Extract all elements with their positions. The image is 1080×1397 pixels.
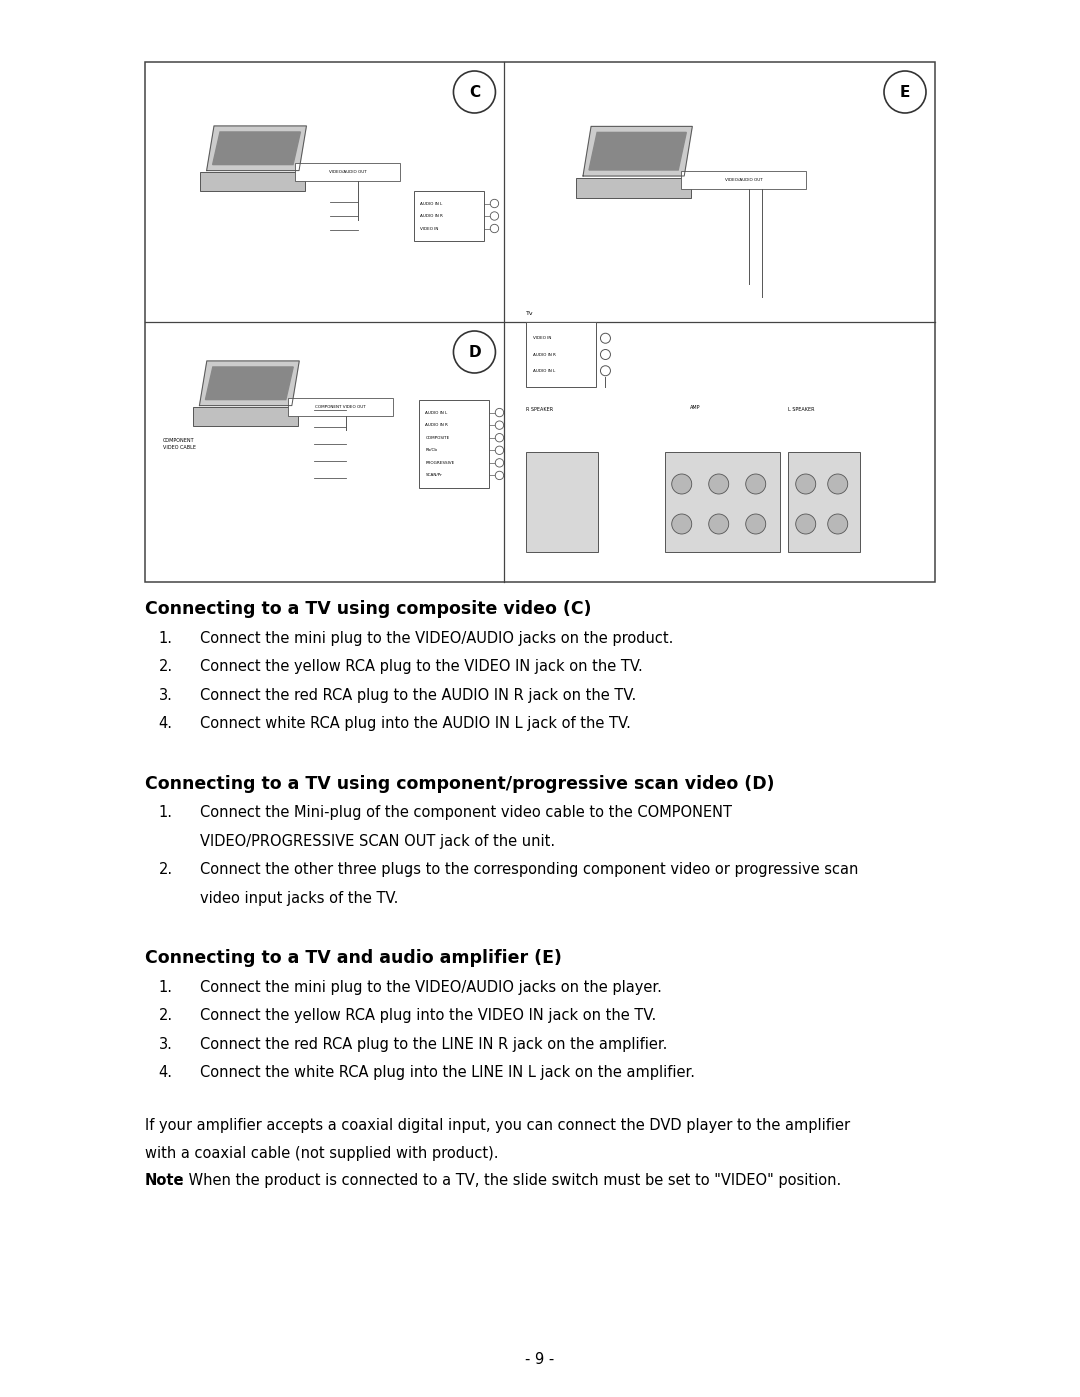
Text: E: E (900, 84, 910, 99)
Circle shape (600, 366, 610, 376)
Text: COMPOSITE: COMPOSITE (426, 436, 449, 440)
Text: VIDEO/AUDIO OUT: VIDEO/AUDIO OUT (329, 170, 367, 175)
Text: 2.: 2. (159, 1009, 173, 1023)
Polygon shape (213, 131, 300, 165)
Text: 1.: 1. (159, 630, 173, 645)
Text: Connect the other three plugs to the corresponding component video or progressiv: Connect the other three plugs to the cor… (200, 862, 859, 877)
Circle shape (672, 514, 691, 534)
Polygon shape (206, 126, 307, 170)
Bar (576, 177, 691, 198)
Bar (145, 61, 935, 583)
Bar (681, 170, 806, 189)
Text: : When the product is connected to a TV, the slide switch must be set to "VIDEO": : When the product is connected to a TV,… (179, 1173, 841, 1189)
Circle shape (454, 331, 496, 373)
Text: VIDEO IN: VIDEO IN (534, 337, 552, 341)
Bar (664, 453, 780, 552)
Circle shape (827, 514, 848, 534)
Text: AUDIO IN R: AUDIO IN R (534, 352, 556, 356)
Text: Connecting to a TV using composite video (C): Connecting to a TV using composite video… (145, 599, 592, 617)
Text: COMPONENT
VIDEO CABLE: COMPONENT VIDEO CABLE (163, 439, 195, 450)
Text: Connect white RCA plug into the AUDIO IN L jack of the TV.: Connect white RCA plug into the AUDIO IN… (200, 717, 631, 731)
Text: Connect the white RCA plug into the LINE IN L jack on the amplifier.: Connect the white RCA plug into the LINE… (200, 1065, 696, 1080)
Text: Tv: Tv (526, 312, 535, 316)
Text: L SPEAKER: L SPEAKER (787, 407, 814, 412)
Bar (288, 398, 393, 416)
Text: Connect the mini plug to the VIDEO/AUDIO jacks on the player.: Connect the mini plug to the VIDEO/AUDIO… (200, 979, 662, 995)
Text: Connect the Mini-plug of the component video cable to the COMPONENT: Connect the Mini-plug of the component v… (200, 805, 732, 820)
Text: Pb/Cb: Pb/Cb (426, 448, 437, 453)
Text: Note: Note (145, 1173, 185, 1189)
Circle shape (708, 474, 729, 495)
Text: 1.: 1. (159, 805, 173, 820)
Circle shape (745, 514, 766, 534)
Text: AUDIO IN R: AUDIO IN R (420, 214, 443, 218)
Circle shape (490, 212, 499, 221)
Text: Connect the red RCA plug to the AUDIO IN R jack on the TV.: Connect the red RCA plug to the AUDIO IN… (200, 687, 636, 703)
Text: If your amplifier accepts a coaxial digital input, you can connect the DVD playe: If your amplifier accepts a coaxial digi… (145, 1118, 850, 1133)
Text: VIDEO IN: VIDEO IN (420, 226, 438, 231)
Text: AUDIO IN R: AUDIO IN R (426, 423, 448, 427)
Text: 3.: 3. (159, 687, 173, 703)
Circle shape (885, 71, 926, 113)
Circle shape (490, 225, 499, 233)
Circle shape (490, 200, 499, 208)
Text: Connect the yellow RCA plug into the VIDEO IN jack on the TV.: Connect the yellow RCA plug into the VID… (200, 1009, 657, 1023)
Text: D: D (468, 345, 481, 359)
Text: AUDIO IN L: AUDIO IN L (420, 201, 443, 205)
Bar (193, 407, 298, 426)
Circle shape (454, 71, 496, 113)
Text: with a coaxial cable (not supplied with product).: with a coaxial cable (not supplied with … (145, 1146, 499, 1161)
Polygon shape (205, 367, 294, 400)
Text: Connecting to a TV using component/progressive scan video (D): Connecting to a TV using component/progr… (145, 774, 774, 792)
Circle shape (708, 514, 729, 534)
Polygon shape (583, 126, 692, 176)
Circle shape (496, 446, 503, 454)
Bar (295, 163, 401, 182)
Text: video input jacks of the TV.: video input jacks of the TV. (200, 891, 399, 905)
Text: Connect the yellow RCA plug to the VIDEO IN jack on the TV.: Connect the yellow RCA plug to the VIDEO… (200, 659, 643, 673)
Text: Connect the mini plug to the VIDEO/AUDIO jacks on the product.: Connect the mini plug to the VIDEO/AUDIO… (200, 630, 673, 645)
Circle shape (600, 349, 610, 359)
Bar (200, 172, 306, 191)
Circle shape (827, 474, 848, 495)
Polygon shape (200, 360, 299, 405)
Text: Connecting to a TV and audio amplifier (E): Connecting to a TV and audio amplifier (… (145, 949, 562, 967)
Text: VIDEO/PROGRESSIVE SCAN OUT jack of the unit.: VIDEO/PROGRESSIVE SCAN OUT jack of the u… (200, 834, 555, 848)
Circle shape (796, 514, 815, 534)
Text: SCAN/Pr: SCAN/Pr (426, 474, 443, 478)
Text: Connect the red RCA plug to the LINE IN R jack on the amplifier.: Connect the red RCA plug to the LINE IN … (200, 1037, 667, 1052)
Text: R SPEAKER: R SPEAKER (526, 407, 554, 412)
Circle shape (672, 474, 691, 495)
Text: 1.: 1. (159, 979, 173, 995)
Circle shape (600, 334, 610, 344)
Text: - 9 -: - 9 - (525, 1351, 555, 1366)
Text: 4.: 4. (159, 717, 173, 731)
Bar (526, 453, 598, 552)
Bar (526, 321, 596, 387)
Bar (419, 400, 489, 488)
Text: 2.: 2. (159, 862, 173, 877)
Text: 2.: 2. (159, 659, 173, 673)
Circle shape (496, 433, 503, 441)
Text: AUDIO IN L: AUDIO IN L (534, 369, 556, 373)
Text: AUDIO IN L: AUDIO IN L (426, 411, 448, 415)
Circle shape (496, 408, 503, 416)
Circle shape (496, 471, 503, 479)
Text: PROGRESSIVE: PROGRESSIVE (426, 461, 455, 465)
Text: 3.: 3. (159, 1037, 173, 1052)
Bar (787, 453, 860, 552)
Text: 4.: 4. (159, 1065, 173, 1080)
Text: C: C (469, 84, 480, 99)
Circle shape (496, 420, 503, 429)
Polygon shape (589, 133, 686, 170)
Text: COMPONENT VIDEO OUT: COMPONENT VIDEO OUT (315, 405, 366, 409)
Circle shape (745, 474, 766, 495)
Circle shape (796, 474, 815, 495)
Circle shape (496, 458, 503, 467)
Bar (415, 191, 485, 242)
Text: AMP: AMP (690, 405, 700, 409)
Text: VIDEO/AUDIO OUT: VIDEO/AUDIO OUT (725, 177, 762, 182)
